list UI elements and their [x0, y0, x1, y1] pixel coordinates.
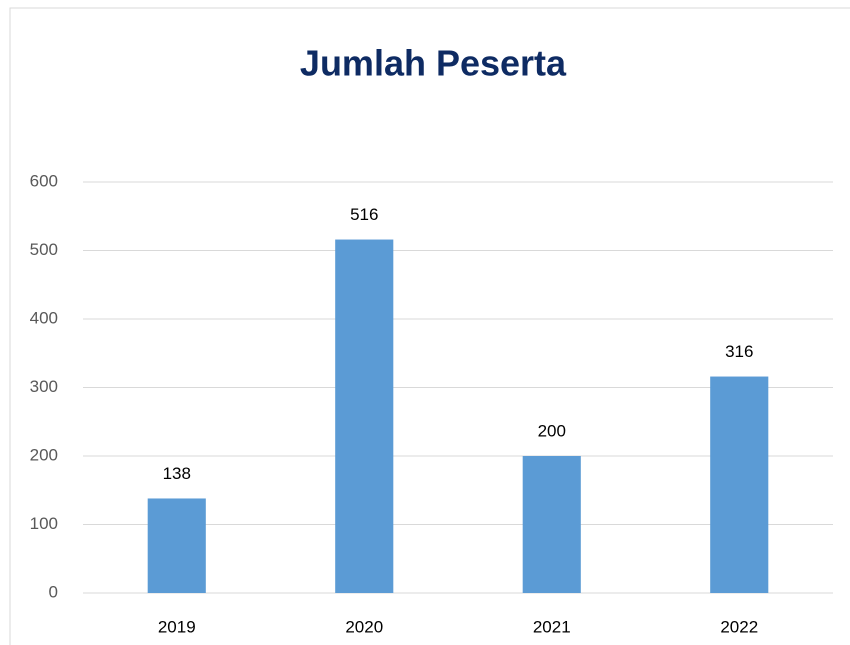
- x-tick-label: 2021: [533, 617, 571, 636]
- y-tick-label: 500: [30, 240, 58, 259]
- bar: [147, 498, 206, 593]
- data-label: 200: [538, 421, 566, 440]
- bar: [522, 456, 581, 593]
- bar: [335, 239, 394, 594]
- y-tick-label: 0: [49, 582, 58, 601]
- y-tick-label: 200: [30, 445, 58, 464]
- data-label: 516: [350, 205, 378, 224]
- y-tick-label: 600: [30, 171, 58, 190]
- chart-border: [9, 7, 850, 645]
- bar: [710, 376, 769, 593]
- y-tick-label: 100: [30, 514, 58, 533]
- x-tick-label: 2020: [345, 617, 383, 636]
- y-tick-label: 400: [30, 308, 58, 327]
- chart-title: Jumlah Peserta: [300, 43, 567, 84]
- y-tick-label: 300: [30, 377, 58, 396]
- data-label: 138: [163, 464, 191, 483]
- x-tick-label: 2022: [720, 617, 758, 636]
- x-tick-label: 2019: [158, 617, 196, 636]
- data-label: 316: [725, 342, 753, 361]
